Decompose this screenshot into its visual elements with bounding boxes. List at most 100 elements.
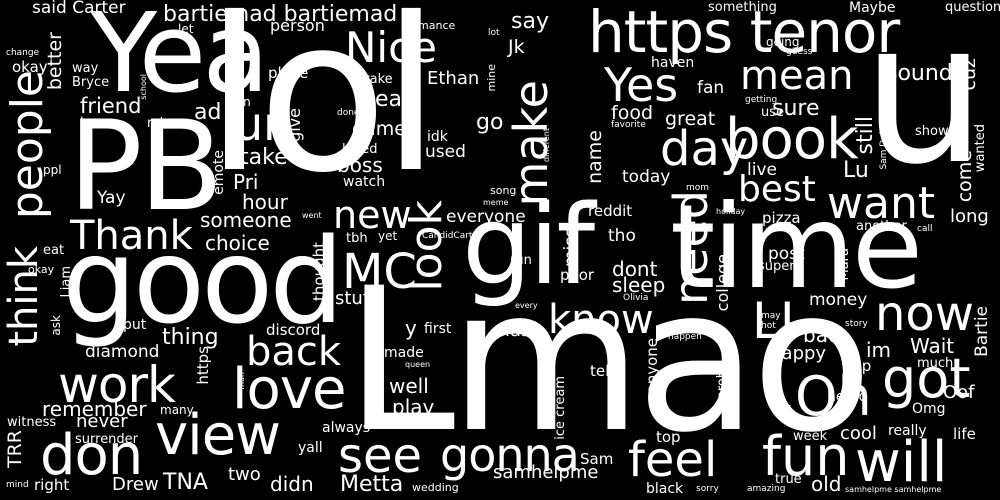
- word-thing: thing: [162, 325, 219, 350]
- word-okay: okay: [12, 58, 48, 76]
- word-samhelpme: samhelpme: [493, 462, 599, 483]
- word-fan: fan: [697, 78, 725, 98]
- word-feel: feel: [628, 432, 718, 488]
- word-play: play: [392, 395, 435, 419]
- word-think: think: [1, 246, 47, 347]
- word-food: food: [611, 102, 653, 124]
- word-want: want: [827, 178, 936, 229]
- word-yet: yet: [378, 229, 398, 243]
- word-idk: idk: [427, 129, 448, 145]
- word-ur: ur: [234, 97, 283, 151]
- word-know: know: [548, 297, 654, 343]
- word-person: person: [270, 16, 325, 35]
- word-another: another: [856, 219, 907, 234]
- word-two: two: [228, 464, 261, 485]
- word-wait: Wait: [910, 334, 955, 358]
- word-maybe: Maybe: [849, 0, 896, 16]
- word-samhelpme2: samhelpme samhelpme: [845, 485, 942, 494]
- word-put: put: [123, 317, 147, 333]
- word-need: need: [664, 190, 718, 305]
- word-went: went: [302, 211, 322, 220]
- word-metta: Metta: [340, 472, 404, 497]
- word-candidcarter: CandidCarter: [422, 231, 482, 241]
- word-made: made: [384, 345, 424, 361]
- word-every: every: [515, 301, 538, 310]
- word-dont: dont: [612, 257, 658, 281]
- word-poor: poor: [560, 266, 595, 284]
- word-team: team: [80, 115, 114, 130]
- word-lol: lol: [205, 0, 441, 219]
- word-app: app: [843, 357, 872, 375]
- word-trr: TRR: [4, 430, 26, 469]
- word-name: name: [584, 130, 606, 184]
- word-view: view: [155, 403, 281, 468]
- word-game: game: [352, 118, 406, 140]
- word-okay2: okay: [28, 263, 55, 276]
- word-new: new: [333, 193, 412, 237]
- word-yall: yall: [298, 440, 323, 456]
- word-cool: cool: [840, 423, 877, 444]
- word-witness: witness: [7, 415, 57, 430]
- word-take: take: [240, 145, 288, 170]
- word-diamond: diamond: [85, 342, 160, 362]
- word-boss: boss: [337, 153, 383, 177]
- word-always: always: [322, 420, 371, 436]
- word-say: say: [511, 9, 549, 34]
- word-may: may: [761, 311, 781, 321]
- word-really: really: [888, 423, 927, 439]
- word-y: y: [405, 316, 417, 340]
- word-someone: someone: [200, 208, 292, 232]
- word-mind: mind: [6, 480, 29, 490]
- word-come: come: [954, 150, 976, 203]
- word-use: use: [761, 105, 785, 120]
- word-don: don: [40, 423, 143, 488]
- word-https-tenor: https tenor: [588, 0, 900, 66]
- word-top: top: [656, 428, 681, 446]
- word-lu: Lu: [843, 158, 869, 183]
- word-right: right: [34, 476, 70, 494]
- word-drew: Drew: [112, 474, 159, 495]
- word-ethan: Ethan: [427, 68, 480, 89]
- word-yay: Yay: [97, 188, 126, 208]
- word-sound: sound: [886, 61, 953, 86]
- word-amazing: amazing: [747, 484, 786, 494]
- word-life: life: [953, 425, 976, 443]
- word-sam-dalton: Sam Dalton: [879, 117, 889, 170]
- word-tell: tell: [590, 362, 614, 380]
- word-gonna: gonna: [440, 428, 580, 482]
- word-year: year: [362, 87, 412, 112]
- word-thank: Thank: [70, 213, 193, 259]
- word-remember: remember: [42, 397, 147, 421]
- word-min: min: [147, 116, 172, 131]
- word-got: got: [882, 347, 971, 410]
- word-oh: Oh: [795, 365, 872, 428]
- word-going: going: [766, 35, 800, 49]
- word-holiday: holiday: [716, 207, 746, 216]
- word-good: good: [62, 212, 344, 350]
- word-mean: mean: [740, 53, 854, 99]
- word-queen: queen: [405, 360, 431, 369]
- word-bryce: Bryce: [72, 75, 110, 90]
- word-go: go: [476, 110, 504, 135]
- word-gif: gif: [462, 181, 595, 309]
- word-didn: didn: [270, 472, 314, 496]
- word-sleep: sleep: [612, 273, 666, 297]
- word-pri: Pri: [233, 170, 259, 194]
- word-run: run: [510, 253, 532, 268]
- word-well: well: [389, 374, 429, 398]
- word-win: win: [230, 95, 251, 109]
- word-drake: drake: [356, 72, 393, 87]
- word-great: great: [665, 108, 716, 130]
- word-cuz: cuz: [958, 58, 980, 91]
- word-work: work: [58, 356, 176, 414]
- word-book: book: [725, 107, 858, 172]
- word-time: time: [670, 180, 923, 315]
- word-discord: discord: [266, 321, 321, 339]
- word-bartie: Bartie: [972, 306, 992, 357]
- word-live: live: [747, 160, 777, 180]
- word-emote: emote: [211, 150, 227, 195]
- word-see: see: [338, 428, 423, 484]
- word-favorite: favorite: [611, 120, 646, 130]
- word-give: give: [285, 108, 304, 142]
- word-week: week: [793, 429, 828, 444]
